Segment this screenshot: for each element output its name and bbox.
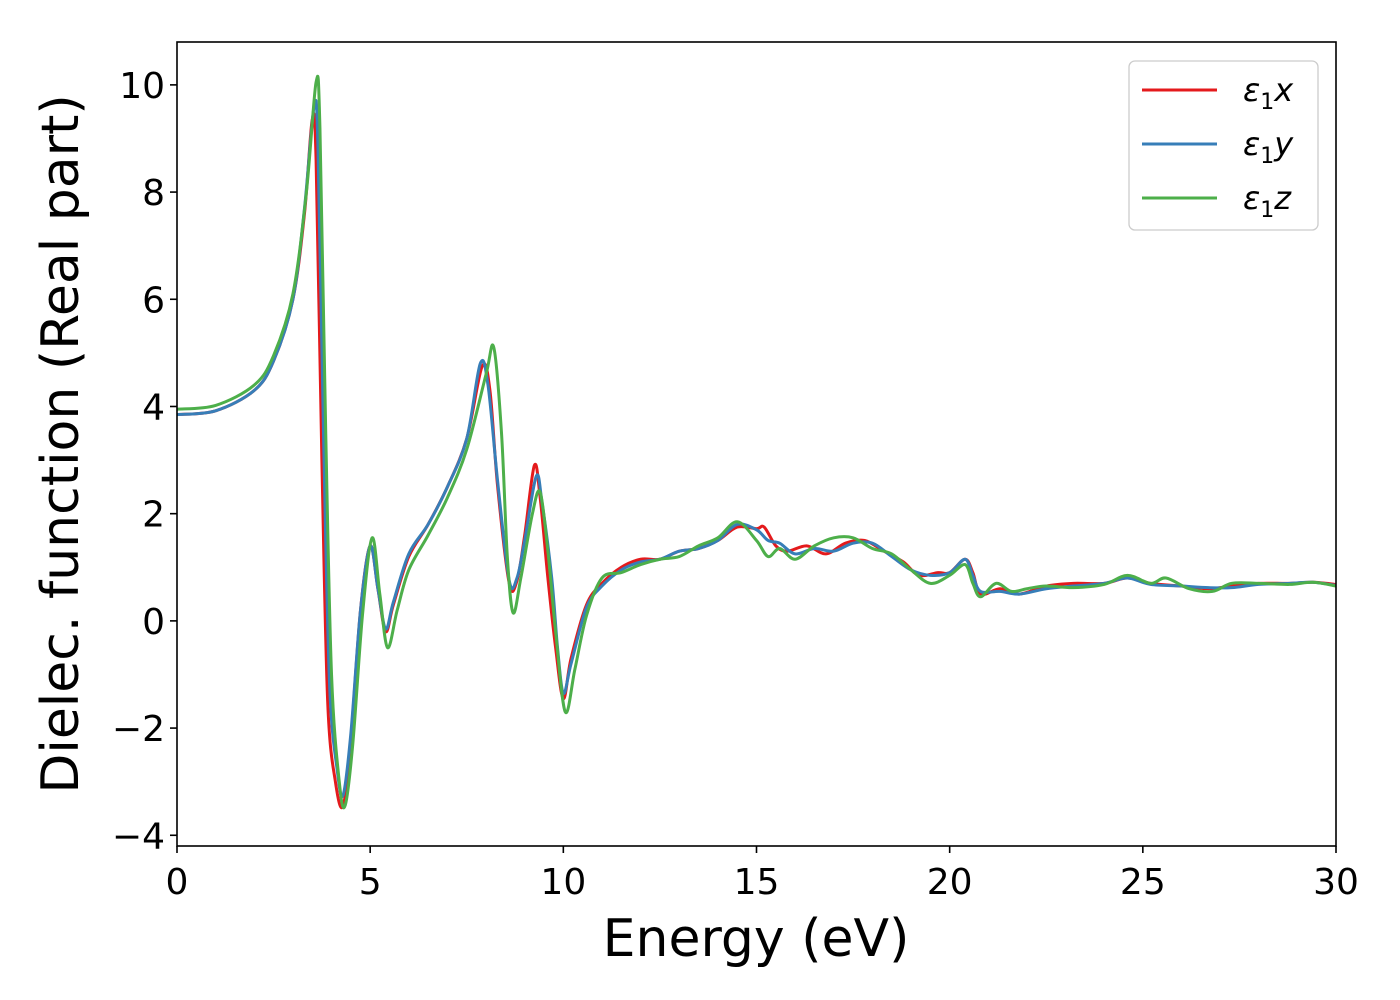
x-tick-label: 30 [1313, 862, 1359, 903]
x-tick-label: 5 [359, 862, 382, 903]
series-line-z [176, 74, 1337, 810]
legend-box [1128, 60, 1319, 231]
x-tick-label: 20 [927, 862, 973, 903]
y-tick-label: 8 [142, 173, 165, 214]
y-axis: −4 −2 0 2 4 6 8 10 [112, 66, 177, 857]
x-tick-label: 10 [540, 862, 586, 903]
legend-label: ε1z [1243, 179, 1292, 223]
y-axis-title: Dielec. function (Real part) [31, 94, 91, 793]
y-tick-label: 10 [119, 66, 165, 107]
x-axis: 0 5 10 15 20 25 30 [166, 846, 1359, 903]
legend-label: ε1y [1243, 125, 1294, 169]
y-tick-label: 0 [142, 602, 165, 643]
legend: ε1x ε1y ε1z [1128, 60, 1319, 231]
series-layer [176, 74, 1337, 810]
y-tick-label: 2 [142, 495, 165, 536]
y-tick-label: 6 [142, 280, 165, 321]
x-tick-label: 25 [1120, 862, 1166, 903]
x-tick-label: 15 [734, 862, 780, 903]
y-tick-label: 4 [142, 387, 165, 428]
x-axis-title: Energy (eV) [603, 909, 910, 969]
x-tick-label: 0 [166, 862, 189, 903]
y-tick-label: −2 [112, 709, 165, 750]
legend-label: ε1x [1243, 71, 1294, 115]
y-tick-label: −4 [112, 816, 165, 857]
